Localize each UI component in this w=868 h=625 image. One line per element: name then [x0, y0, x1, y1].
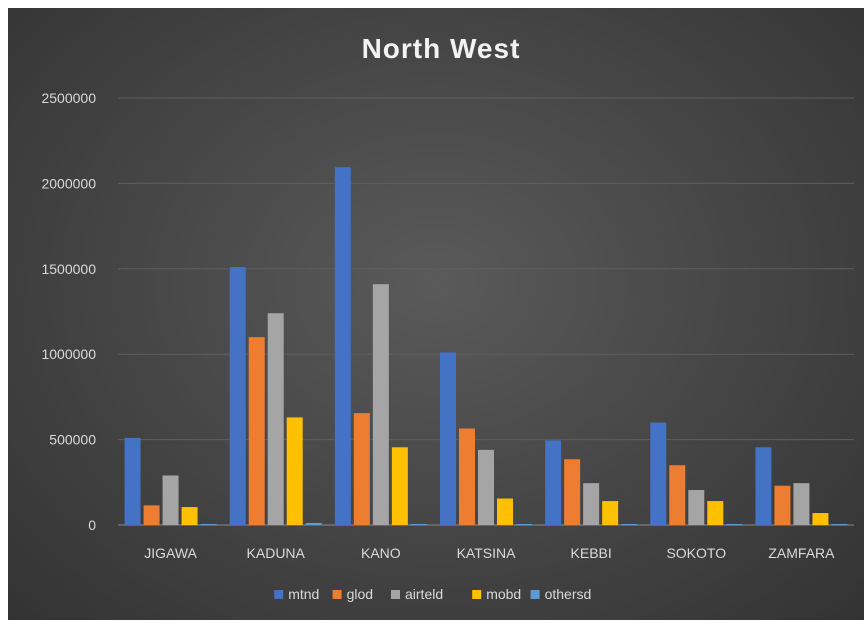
bar-mobd-sokoto: [707, 501, 724, 525]
bar-chart: North West 0 500000 1000000 1500000 2000000 2…: [41, 33, 854, 602]
bar-othersd-kaduna: [305, 522, 322, 525]
bar-mobd-kebbi: [602, 501, 619, 525]
x-category-label: ZAMFARA: [768, 545, 835, 561]
y-tick-label: 1000000: [41, 346, 96, 362]
x-category-label: KATSINA: [457, 545, 517, 561]
x-category-label: KADUNA: [247, 545, 306, 561]
bar-mtnd-kaduna: [229, 267, 246, 525]
x-axis-categories: JIGAWA KADUNA KANO KATSINA KEBBI SOKOTO ZAMFAR…: [144, 545, 835, 561]
bar-mtnd-kebbi: [545, 440, 562, 525]
bar-mobd-jigawa: [181, 507, 198, 525]
bar-mtnd-zamfara: [755, 447, 772, 525]
bar-mobd-katsina: [497, 498, 513, 525]
legend-swatch-mtnd: [274, 590, 284, 599]
bar-othersd-kano: [410, 523, 427, 525]
y-tick-label: 1500000: [41, 261, 96, 277]
chart-area: North West 0 500000 1000000 1500000 2000000 2…: [8, 8, 864, 620]
bar-airteld-sokoto: [688, 489, 705, 525]
x-category-label: KANO: [361, 545, 401, 561]
bar-othersd-jigawa: [200, 524, 217, 525]
x-category-label: KEBBI: [571, 545, 612, 561]
bar-mobd-zamfara: [812, 513, 829, 525]
bar-glod-zamfara: [774, 485, 791, 525]
y-tick-label: 2000000: [41, 175, 96, 191]
legend-label-othersd: othersd: [545, 586, 592, 602]
bar-airteld-kebbi: [583, 483, 600, 525]
bar-glod-kaduna: [248, 337, 265, 525]
bar-othersd-sokoto: [726, 524, 743, 525]
legend-swatch-othersd: [530, 590, 540, 599]
x-category-label: JIGAWA: [144, 545, 197, 561]
bar-glod-kebbi: [564, 459, 581, 525]
bar-mtnd-sokoto: [650, 422, 667, 525]
bar-mtnd-katsina: [440, 352, 456, 525]
bar-mobd-kano: [391, 447, 408, 525]
legend-swatch-mobd: [472, 590, 482, 599]
bar-othersd-zamfara: [831, 524, 848, 525]
bar-glod-katsina: [459, 428, 475, 525]
legend-label-glod: glod: [347, 586, 373, 602]
bar-airteld-zamfara: [793, 483, 810, 525]
legend-swatch-glod: [332, 590, 342, 599]
bar-airteld-jigawa: [162, 475, 179, 525]
bar-airteld-kaduna: [267, 313, 284, 525]
y-tick-label: 0: [88, 517, 96, 533]
legend: mtnd glod airteld mobd othersd: [274, 586, 591, 602]
bar-glod-kano: [353, 413, 370, 525]
bar-glod-sokoto: [669, 465, 686, 525]
chart-title: North West: [362, 33, 521, 64]
bar-airteld-katsina: [478, 449, 494, 525]
bar-mtnd-jigawa: [124, 437, 141, 525]
legend-label-mobd: mobd: [486, 586, 521, 602]
bar-airteld-kano: [372, 284, 389, 525]
legend-label-airteld: airteld: [405, 586, 443, 602]
bar-othersd-katsina: [516, 524, 532, 525]
y-tick-label: 500000: [49, 432, 96, 448]
y-tick-label: 2500000: [41, 90, 96, 106]
bars: [124, 167, 848, 525]
legend-label-mtnd: mtnd: [288, 586, 319, 602]
x-category-label: SOKOTO: [666, 545, 726, 561]
legend-swatch-airteld: [391, 590, 400, 599]
y-axis-ticks: 0 500000 1000000 1500000 2000000 2500000: [41, 90, 96, 533]
bar-glod-jigawa: [143, 505, 160, 525]
bar-mtnd-kano: [334, 167, 351, 525]
bar-othersd-kebbi: [621, 524, 638, 525]
bar-mobd-kaduna: [286, 417, 303, 525]
